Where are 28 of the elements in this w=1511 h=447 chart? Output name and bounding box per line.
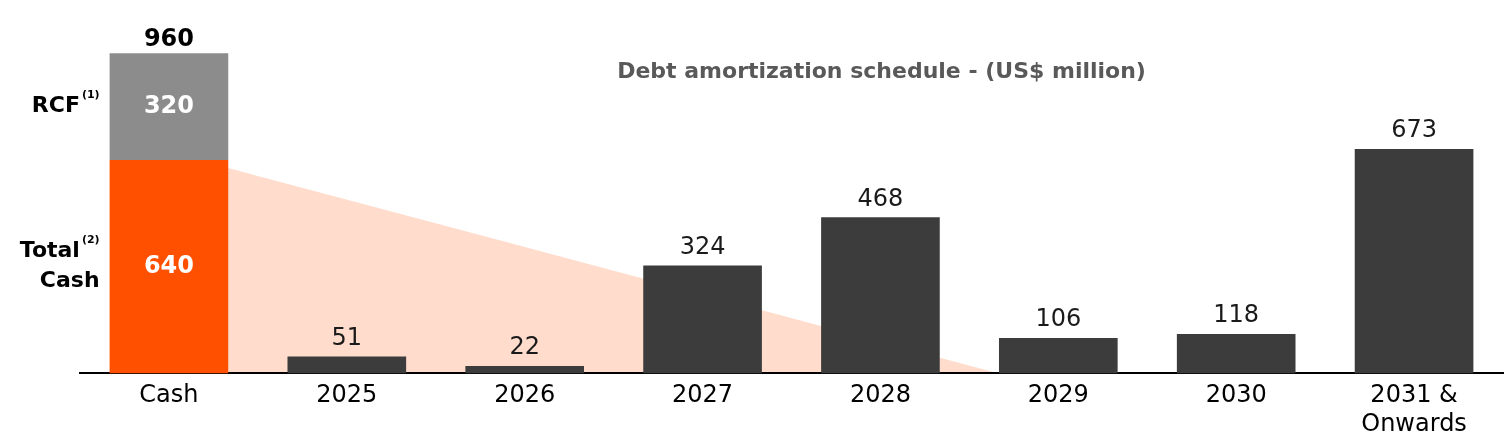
bar [1176, 334, 1296, 374]
x-tick-label: 2029 [1027, 380, 1089, 409]
bar [821, 217, 940, 374]
bar [1354, 149, 1474, 374]
bar [465, 366, 585, 374]
total-label: 960 [143, 23, 194, 52]
data-label: 320 [143, 90, 194, 119]
bar [643, 265, 762, 374]
chart-title: Debt amortization schedule - (US$ million) [617, 57, 1146, 83]
bar [109, 53, 229, 161]
x-tick-label: 2028 [849, 380, 911, 409]
x-tick-label: 2030 [1205, 380, 1267, 409]
bar [287, 356, 407, 374]
x-tick-label: 2031 & Onwards [1361, 380, 1467, 437]
x-tick-label: 2025 [316, 380, 378, 409]
data-label: 51 [331, 322, 363, 351]
bar [109, 160, 229, 374]
x-tick-label: Cash [139, 380, 199, 409]
bar [998, 338, 1118, 374]
x-tick-label: 2027 [672, 380, 734, 409]
data-label: 106 [1035, 304, 1082, 333]
data-label: 468 [857, 183, 904, 212]
data-label: 324 [679, 231, 726, 260]
data-label: 673 [1391, 115, 1437, 144]
data-label: 640 [143, 250, 194, 279]
data-label: 22 [509, 332, 540, 361]
data-label: 118 [1213, 300, 1260, 329]
x-tick-label: 2026 [494, 380, 556, 409]
